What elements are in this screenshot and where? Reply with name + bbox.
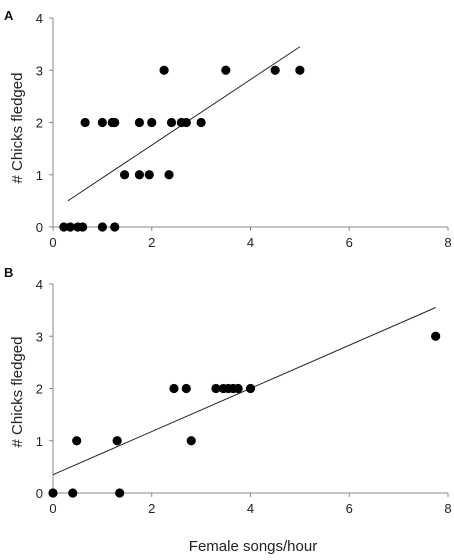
x-tick-label-a: 4 — [247, 235, 254, 250]
x-tick-label-b: 6 — [346, 501, 353, 516]
data-point-a — [159, 65, 169, 75]
y-tick-label-a: 2 — [36, 116, 43, 131]
data-point-b — [431, 331, 441, 341]
y-axis-title-a: # Chicks fledged — [9, 73, 26, 184]
data-point-a — [221, 65, 231, 75]
data-point-a — [65, 222, 75, 232]
y-tick-label-b: 2 — [36, 382, 43, 397]
data-point-a — [119, 170, 130, 180]
y-tick-label-a: 0 — [36, 220, 43, 235]
x-tick-label-a: 0 — [49, 235, 56, 250]
panel-label-b: B — [4, 265, 13, 280]
data-point-a — [295, 65, 305, 75]
x-axis-title: Female songs/hour — [189, 538, 317, 555]
data-point-b — [112, 436, 122, 446]
data-point-b — [72, 436, 82, 446]
x-tick-label-b: 8 — [444, 501, 451, 516]
x-tick-label-b: 2 — [148, 501, 155, 516]
data-point-b — [181, 383, 191, 394]
data-point-a — [134, 117, 145, 128]
data-point-a — [144, 170, 154, 180]
data-point-a — [80, 117, 90, 128]
y-tick-label-a: 3 — [36, 63, 43, 78]
data-point-b — [211, 383, 221, 394]
data-point-a — [270, 65, 280, 75]
data-point-a — [196, 117, 206, 128]
y-tick-label-a: 1 — [36, 168, 43, 183]
y-tick-label-a: 4 — [36, 11, 43, 26]
data-point-b — [48, 488, 58, 498]
y-tick-label-b: 1 — [36, 434, 43, 449]
data-point-b — [245, 383, 256, 394]
data-point-a — [166, 117, 177, 128]
trendline-b — [52, 307, 436, 476]
ticks-b: 0 1 2 3 4 0 2 4 6 8 — [36, 277, 452, 516]
data-point-a — [181, 117, 191, 128]
data-point-a — [97, 222, 107, 232]
y-tick-label-b: 4 — [36, 277, 43, 292]
points-a — [59, 65, 305, 232]
data-point-a — [134, 170, 145, 180]
data-point-b — [186, 436, 196, 446]
panel-b: B # Chicks fledged 0 1 2 3 4 0 2 4 6 8 — [4, 265, 452, 516]
data-point-a — [97, 117, 107, 128]
panel-label-a: A — [4, 8, 14, 23]
data-point-b — [68, 488, 78, 498]
x-tick-label-a: 6 — [346, 235, 353, 250]
trendline-group-b — [52, 307, 436, 476]
x-tick-label-b: 4 — [247, 501, 254, 516]
data-point-a — [78, 222, 88, 232]
y-axis-title-b: # Chicks fledged — [9, 337, 26, 448]
x-tick-label-a: 8 — [444, 235, 451, 250]
data-point-a — [147, 117, 157, 128]
data-point-b — [115, 488, 125, 498]
data-point-a — [110, 117, 120, 128]
panel-a: A # Chicks fledged 0 1 2 3 4 0 2 4 6 8 — [4, 8, 452, 250]
y-tick-label-b: 0 — [36, 486, 43, 501]
data-point-a — [59, 222, 69, 232]
y-tick-label-b: 3 — [36, 329, 43, 344]
data-point-a — [164, 170, 174, 180]
data-point-b — [233, 383, 243, 394]
x-tick-label-b: 0 — [49, 501, 56, 516]
data-point-a — [110, 222, 120, 232]
x-tick-label-a: 2 — [148, 235, 155, 250]
data-point-b — [169, 383, 179, 394]
ticks-a: 0 1 2 3 4 0 2 4 6 8 — [36, 11, 452, 250]
points-b — [48, 331, 441, 498]
